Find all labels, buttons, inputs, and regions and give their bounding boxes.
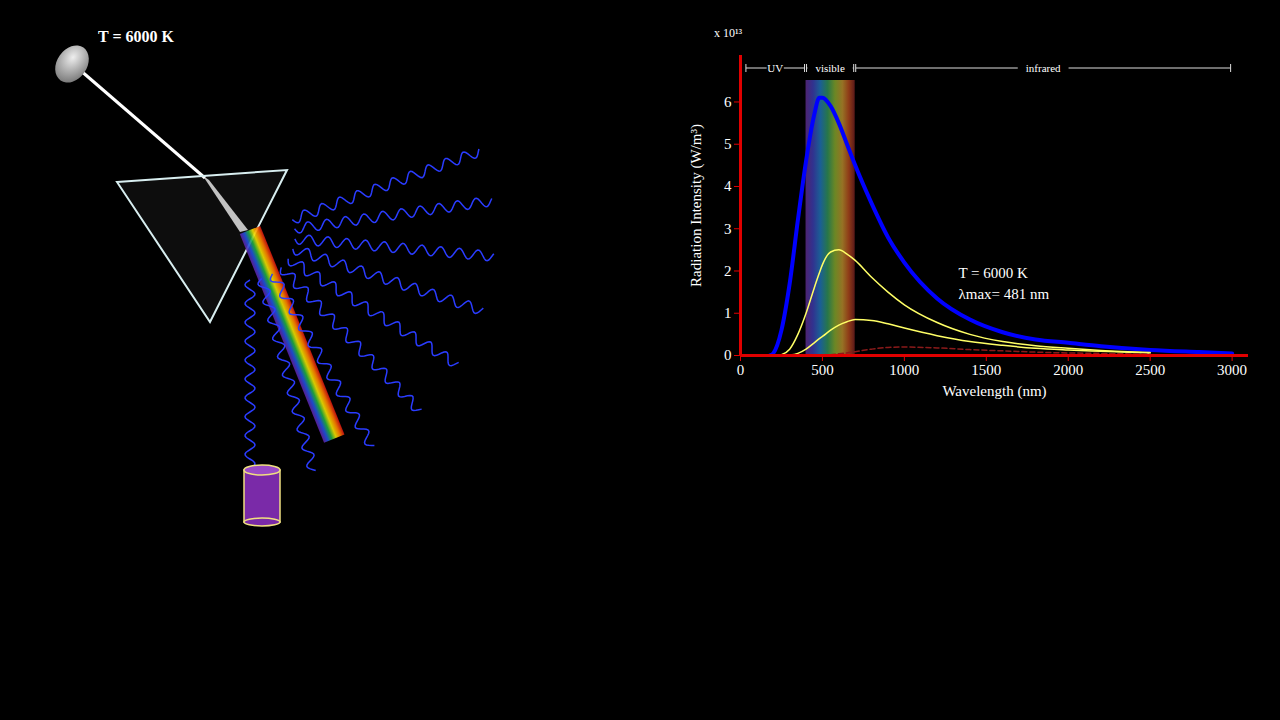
svg-text:T = 6000 K: T = 6000 K — [958, 265, 1028, 281]
svg-text:6: 6 — [724, 94, 732, 110]
svg-text:T = 6000 K: T = 6000 K — [98, 28, 175, 45]
svg-text:1: 1 — [724, 305, 732, 321]
svg-text:3: 3 — [724, 221, 732, 237]
svg-text:0: 0 — [737, 362, 745, 378]
svg-text:2500: 2500 — [1135, 362, 1165, 378]
svg-text:3000: 3000 — [1217, 362, 1247, 378]
svg-text:1500: 1500 — [971, 362, 1001, 378]
svg-text:Wavelength (nm): Wavelength (nm) — [942, 383, 1046, 400]
svg-text:UV: UV — [767, 62, 783, 74]
svg-text:4: 4 — [724, 178, 732, 194]
svg-text:infrared: infrared — [1026, 62, 1061, 74]
svg-text:λmax= 481 nm: λmax= 481 nm — [958, 286, 1049, 302]
svg-text:2000: 2000 — [1053, 362, 1083, 378]
svg-text:visible: visible — [815, 62, 844, 74]
svg-text:2: 2 — [724, 263, 732, 279]
svg-text:500: 500 — [811, 362, 834, 378]
html-text:x 10¹³: x 10¹³ — [714, 26, 743, 40]
svg-text:1000: 1000 — [889, 362, 919, 378]
svg-text:5: 5 — [724, 136, 732, 152]
svg-text:Radiation Intensity (W/m³): Radiation Intensity (W/m³) — [688, 124, 705, 287]
svg-text:0: 0 — [724, 347, 732, 363]
